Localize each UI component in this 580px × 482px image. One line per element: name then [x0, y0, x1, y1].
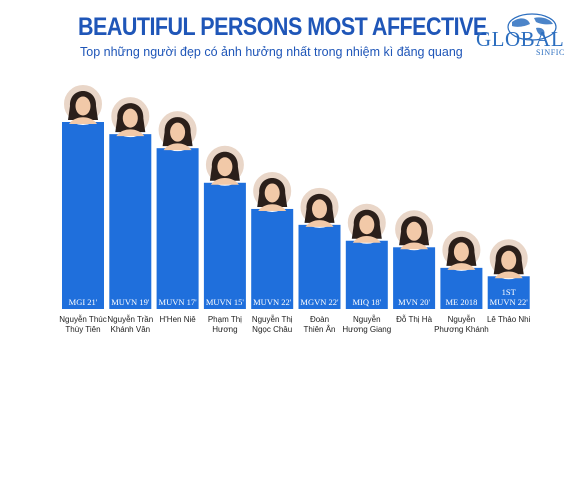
portrait-face	[501, 250, 517, 270]
portrait-face	[264, 183, 280, 203]
bar	[109, 134, 152, 309]
portrait-shoulders	[305, 220, 334, 227]
category-tick-label: Thiên Ân	[303, 325, 335, 334]
portrait-avatar	[203, 143, 246, 186]
category-tick-label: Phương Khánh	[434, 325, 489, 334]
category-tick-label: Hương Giang	[342, 325, 391, 334]
category-tick-label: Nguyễn Trần	[107, 315, 153, 324]
bar-data-label: MGVN 22'	[300, 297, 339, 307]
portrait-avatar	[345, 201, 388, 244]
globe-icon	[507, 13, 557, 41]
category-tick-label: Đỗ Thị Hà	[396, 315, 432, 324]
bar-data-label: ME 2018	[445, 297, 477, 307]
chart-subtitle: Top những người đẹp có ảnh hưởng nhất tr…	[80, 45, 463, 59]
bar	[345, 240, 388, 309]
portrait-shoulders	[494, 271, 523, 279]
category-tick-label: Khánh Vân	[111, 325, 151, 334]
portrait-face	[312, 199, 327, 219]
category-tick-label: Nguyễn Thúc	[59, 315, 106, 324]
chart-title: BEAUTIFUL PERSONS MOST AFFECTIVE	[78, 13, 487, 41]
portrait-face	[453, 242, 469, 262]
portrait-face	[406, 221, 422, 241]
bar	[298, 224, 341, 309]
bar	[203, 182, 246, 309]
portrait-shoulders	[258, 204, 287, 211]
portrait-face	[359, 215, 375, 235]
bar	[440, 267, 483, 309]
portrait-avatar	[156, 109, 199, 152]
portrait-face	[75, 96, 91, 116]
logo-sub: SINFIC	[536, 48, 565, 57]
portrait-shoulders	[352, 235, 381, 243]
bar	[487, 276, 530, 309]
category-tick-label: Nguyễn Thị	[252, 315, 293, 324]
portrait-avatar	[298, 185, 341, 228]
portrait-avatar	[251, 169, 294, 212]
portrait-shoulders	[447, 263, 476, 270]
bar-data-label: MUVN 22'	[490, 297, 529, 307]
portrait-avatar	[440, 228, 483, 271]
category-tick-label: Ngọc Châu	[252, 325, 292, 334]
portrait-face	[122, 108, 138, 128]
global-sinfic-logo: GLOBAL SINFIC	[476, 12, 568, 57]
logo-name: GLOBAL	[476, 27, 565, 51]
portrait-shoulders	[69, 117, 97, 124]
category-tick-label: Phạm Thị	[208, 315, 242, 324]
portrait-shoulders	[400, 242, 429, 250]
category-tick-label: Lê Thảo Nhi	[487, 315, 531, 324]
bar	[62, 122, 104, 309]
bar-data-label: MUVN 19'	[111, 297, 150, 307]
bar-data-label: MUVN 15'	[206, 297, 245, 307]
bar-data-label: MVN 20'	[398, 297, 430, 307]
portrait-face	[217, 157, 233, 177]
category-tick-label: H'Hen Niê	[159, 315, 196, 324]
bar-data-label: MIQ 18'	[352, 297, 381, 307]
bar-data-label: 1ST	[502, 287, 517, 297]
bar	[251, 208, 294, 309]
portrait-avatar	[109, 95, 152, 138]
portrait-avatar	[393, 208, 436, 251]
category-tick-label: Nguyễn	[353, 315, 381, 324]
category-tick-label: Hương	[212, 325, 237, 334]
bar-data-label: MGI 21'	[69, 297, 98, 307]
portrait-shoulders	[116, 129, 145, 137]
portrait-avatar	[62, 83, 104, 125]
category-tick-label: Đoàn	[310, 315, 329, 324]
bar	[156, 148, 199, 309]
bar-data-label: MUVN 17'	[159, 297, 198, 307]
portrait-shoulders	[210, 178, 239, 185]
portrait-shoulders	[163, 143, 192, 151]
bar-data-label: MUVN 22'	[253, 297, 292, 307]
portrait-avatar	[487, 237, 530, 280]
bar	[393, 247, 436, 309]
category-tick-label: Thùy Tiên	[65, 325, 100, 334]
portrait-face	[170, 122, 186, 142]
category-tick-label: Nguyễn	[448, 315, 476, 324]
